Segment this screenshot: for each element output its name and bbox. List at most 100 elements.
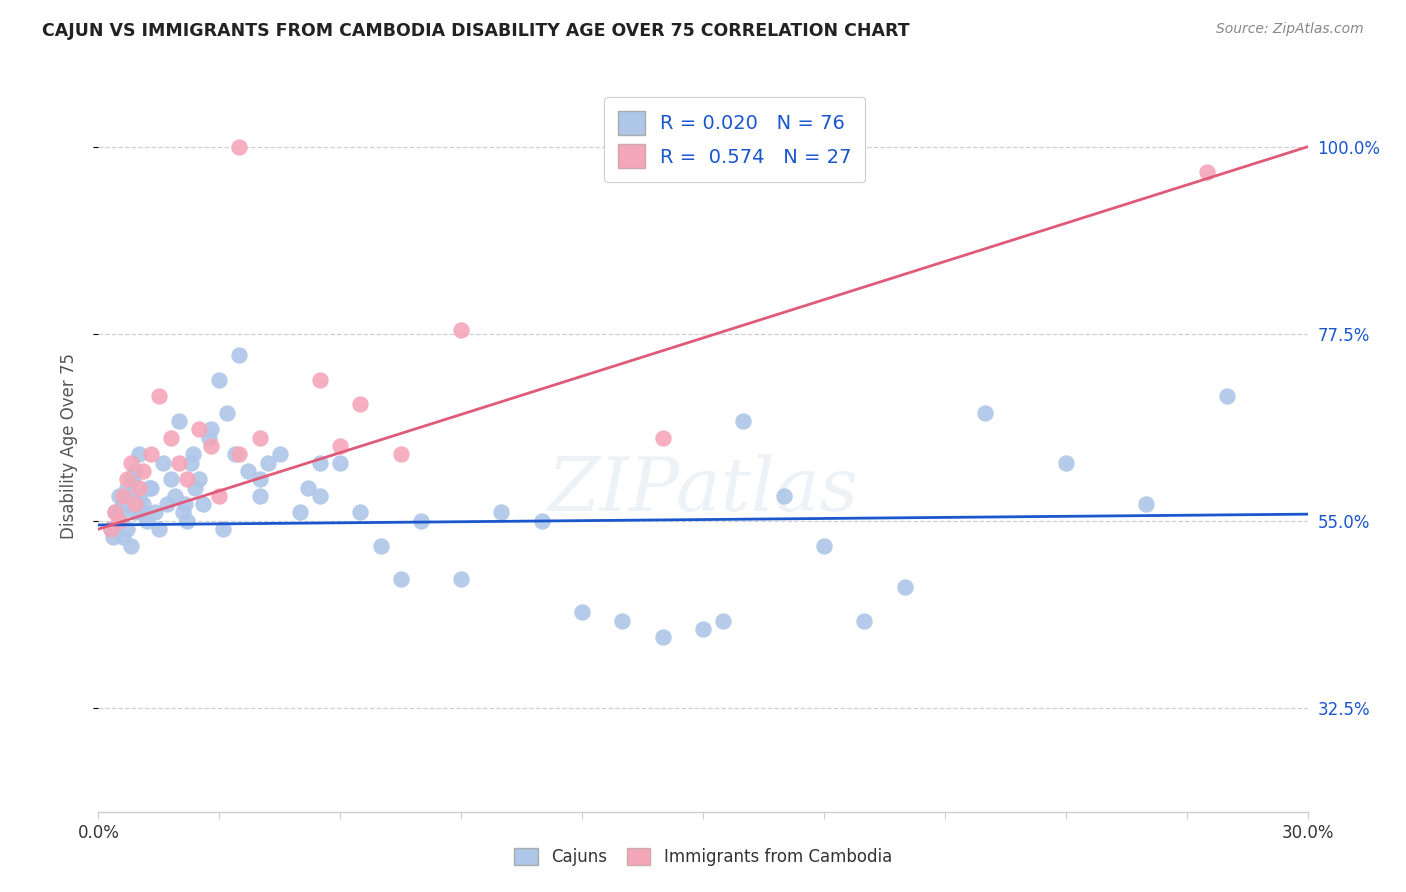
Point [651, 431, 673, 445]
Point [228, 447, 250, 461]
Point [148, 522, 170, 536]
Point [612, 614, 634, 628]
Point [711, 614, 734, 628]
Point [188, 472, 211, 486]
Point [103, 506, 125, 520]
Point [1054, 456, 1077, 470]
Point [228, 347, 250, 362]
Point [692, 622, 714, 636]
Point [193, 497, 215, 511]
Point [176, 472, 198, 486]
Point [200, 422, 222, 436]
Point [256, 456, 278, 470]
Point [172, 506, 194, 520]
Point [152, 456, 174, 470]
Point [1135, 497, 1157, 511]
Y-axis label: Disability Age Over 75: Disability Age Over 75 [59, 353, 77, 539]
Point [167, 414, 190, 428]
Point [409, 514, 432, 528]
Point [103, 506, 125, 520]
Point [212, 522, 235, 536]
Point [124, 497, 146, 511]
Point [389, 572, 412, 586]
Point [974, 406, 997, 420]
Point [128, 447, 150, 461]
Point [530, 514, 553, 528]
Point [217, 406, 239, 420]
Point [288, 506, 311, 520]
Point [120, 456, 142, 470]
Point [139, 481, 162, 495]
Point [224, 447, 246, 461]
Point [208, 372, 231, 386]
Point [249, 489, 271, 503]
Point [115, 522, 138, 536]
Point [309, 456, 332, 470]
Point [349, 506, 371, 520]
Point [120, 539, 142, 553]
Point [329, 439, 352, 453]
Point [132, 497, 155, 511]
Point [124, 506, 146, 520]
Point [184, 481, 207, 495]
Point [148, 389, 170, 403]
Point [450, 572, 472, 586]
Point [249, 472, 271, 486]
Point [208, 489, 231, 503]
Point [349, 397, 371, 411]
Point [167, 456, 190, 470]
Point [174, 497, 197, 511]
Point [309, 489, 332, 503]
Point [297, 481, 319, 495]
Text: ZIPatlas: ZIPatlas [547, 454, 859, 526]
Point [110, 506, 132, 520]
Point [101, 530, 124, 544]
Point [180, 456, 202, 470]
Point [111, 497, 134, 511]
Point [198, 431, 221, 445]
Point [236, 464, 259, 478]
Point [200, 439, 222, 453]
Point [118, 489, 141, 503]
Point [100, 522, 122, 536]
Point [124, 464, 146, 478]
Point [1195, 164, 1218, 178]
Point [111, 489, 134, 503]
Point [176, 514, 198, 528]
Point [128, 489, 150, 503]
Point [163, 489, 186, 503]
Point [571, 605, 593, 619]
Point [143, 506, 166, 520]
Point [121, 472, 143, 486]
Point [160, 472, 183, 486]
Point [135, 514, 157, 528]
Legend: R = 0.020   N = 76, R =  0.574   N = 27: R = 0.020 N = 76, R = 0.574 N = 27 [605, 97, 866, 182]
Point [188, 422, 211, 436]
Text: Source: ZipAtlas.com: Source: ZipAtlas.com [1216, 22, 1364, 37]
Point [181, 447, 204, 461]
Point [309, 372, 332, 386]
Point [160, 431, 183, 445]
Point [132, 464, 155, 478]
Point [107, 489, 129, 503]
Point [853, 614, 876, 628]
Point [772, 489, 794, 503]
Point [115, 481, 138, 495]
Point [100, 522, 122, 536]
Point [107, 514, 129, 528]
Point [893, 580, 915, 594]
Point [138, 481, 160, 495]
Point [491, 506, 513, 520]
Point [156, 497, 179, 511]
Point [1216, 389, 1239, 403]
Point [128, 481, 150, 495]
Text: CAJUN VS IMMIGRANTS FROM CAMBODIA DISABILITY AGE OVER 75 CORRELATION CHART: CAJUN VS IMMIGRANTS FROM CAMBODIA DISABI… [42, 22, 910, 40]
Point [228, 140, 250, 154]
Point [450, 323, 472, 337]
Point [813, 539, 835, 553]
Point [370, 539, 392, 553]
Point [107, 514, 129, 528]
Point [115, 472, 138, 486]
Point [249, 431, 271, 445]
Point [651, 630, 673, 644]
